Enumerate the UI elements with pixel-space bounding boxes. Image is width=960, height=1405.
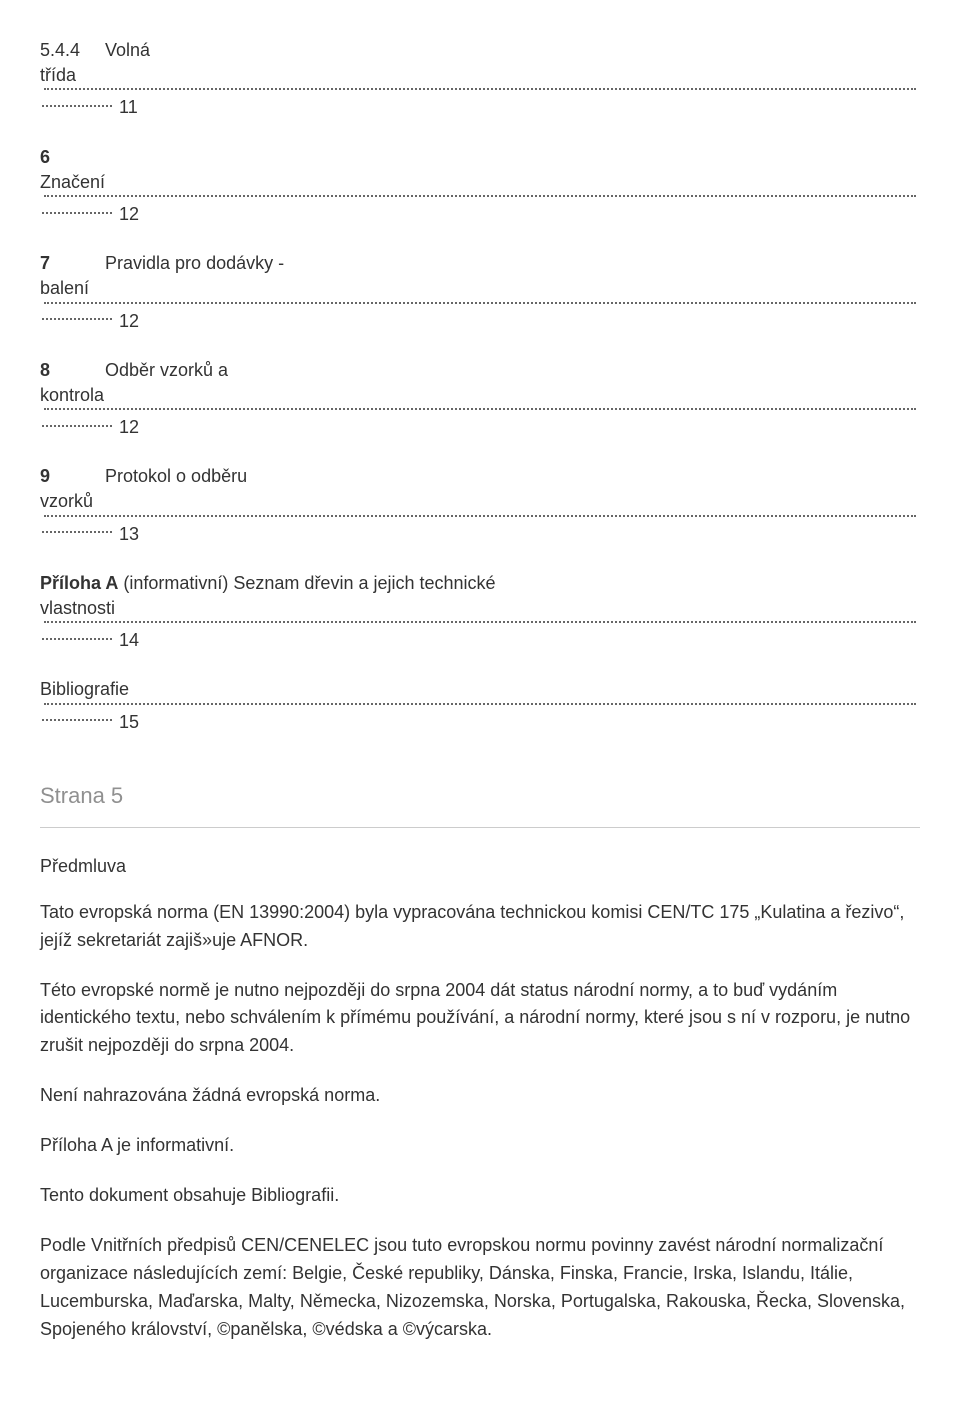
annex-paren: (informativní) Seznam dřevin a jejich te… [123, 573, 495, 593]
dot-leader [44, 88, 916, 90]
toc-entry-page-number: 14 [119, 630, 139, 650]
foreword-heading: Předmluva [40, 856, 920, 877]
toc-entry-label: Bibliografie [40, 677, 920, 702]
toc-entry: 7 Pravidla pro dodávky - balení 12 [40, 251, 920, 334]
toc-entry-label: Protokol o odběru [105, 466, 247, 486]
toc-entry-leader-row: 12 [40, 408, 920, 440]
foreword-paragraph: Této evropské normě je nutno nejpozději … [40, 977, 920, 1061]
toc-entry-label: Odběr vzorků a [105, 360, 228, 380]
toc-entry-page: 12 [40, 415, 139, 440]
dot-leader [44, 621, 916, 623]
toc-entry-annex: Příloha A (informativní) Seznam dřevin a… [40, 571, 920, 654]
toc-entry-label: Volná [105, 40, 150, 60]
dot-leader-short [42, 531, 112, 533]
toc-entry-page: 15 [40, 710, 139, 735]
toc-entry-label-line2: vlastnosti [40, 596, 920, 621]
toc-entry-heading: 9 Protokol o odběru [40, 464, 920, 489]
foreword-paragraph: Tato evropská norma (EN 13990:2004) byla… [40, 899, 920, 955]
foreword-paragraph: Podle Vnitřních předpisů CEN/CENELEC jso… [40, 1232, 920, 1344]
toc-entry-leader-row: 13 [40, 515, 920, 547]
toc-entry-heading: 7 Pravidla pro dodávky - [40, 251, 920, 276]
toc-entry-heading: 5.4.4 Volná [40, 38, 920, 63]
dot-leader-short [42, 212, 112, 214]
toc-entry-page: 11 [40, 95, 138, 120]
toc-entry-label: Pravidla pro dodávky - [105, 253, 284, 273]
dot-leader-short [42, 638, 112, 640]
foreword-paragraph: Příloha A je informativní. [40, 1132, 920, 1160]
dot-leader-short [42, 719, 112, 721]
toc-entry-page: 13 [40, 522, 139, 547]
toc-entry-label-line2: balení [40, 276, 920, 301]
toc-entry-number: 8 [40, 358, 100, 383]
dot-leader [44, 408, 916, 410]
toc-entry-label-line2: třída [40, 63, 920, 88]
toc-entry-number: 6 [40, 145, 100, 170]
toc-entry-page-number: 12 [119, 417, 139, 437]
toc-entry-page: 12 [40, 309, 139, 334]
dot-leader-short [42, 318, 112, 320]
page-number-heading: Strana 5 [40, 783, 920, 809]
toc-entry: 9 Protokol o odběru vzorků 13 [40, 464, 920, 547]
toc-entry-biblio: Bibliografie 15 [40, 677, 920, 734]
toc-entry-heading: Příloha A (informativní) Seznam dřevin a… [40, 571, 920, 596]
annex-prefix: Příloha A [40, 573, 118, 593]
toc-entry-page: 14 [40, 628, 139, 653]
foreword-paragraph: Tento dokument obsahuje Bibliografii. [40, 1182, 920, 1210]
toc-entry-leader-row: 12 [40, 302, 920, 334]
toc-entry-leader-row: 14 [40, 621, 920, 653]
dot-leader-short [42, 105, 112, 107]
toc-entry-label: Značení [40, 170, 920, 195]
toc-entry-number: 9 [40, 464, 100, 489]
dot-leader [44, 195, 916, 197]
dot-leader-short [42, 425, 112, 427]
dot-leader [44, 302, 916, 304]
toc-entry-number: 5.4.4 [40, 38, 100, 63]
toc-entry-page-number: 15 [119, 712, 139, 732]
toc-entry: 6 Značení 12 [40, 145, 920, 228]
toc-entry-page-number: 12 [119, 311, 139, 331]
toc-entry-page-number: 13 [119, 524, 139, 544]
toc-entry-label-line2: vzorků [40, 489, 920, 514]
toc-entry-heading: 6 [40, 145, 920, 170]
toc-entry-leader-row: 11 [40, 88, 920, 120]
toc-entry: 8 Odběr vzorků a kontrola 12 [40, 358, 920, 441]
toc-entry-page: 12 [40, 202, 139, 227]
toc-entry-leader-row: 12 [40, 195, 920, 227]
toc-entry-label-line2: kontrola [40, 383, 920, 408]
toc-entry-leader-row: 15 [40, 703, 920, 735]
document-page: 5.4.4 Volná třída 11 6 Značení 12 7 [0, 0, 960, 1405]
toc-entry: 5.4.4 Volná třída 11 [40, 38, 920, 121]
foreword-paragraph: Není nahrazována žádná evropská norma. [40, 1082, 920, 1110]
toc-entry-page-number: 11 [119, 97, 138, 117]
toc-entry-heading: 8 Odběr vzorků a [40, 358, 920, 383]
toc-entry-number: 7 [40, 251, 100, 276]
horizontal-rule [40, 827, 920, 828]
toc-entry-page-number: 12 [119, 204, 139, 224]
dot-leader [44, 515, 916, 517]
dot-leader [44, 703, 916, 705]
